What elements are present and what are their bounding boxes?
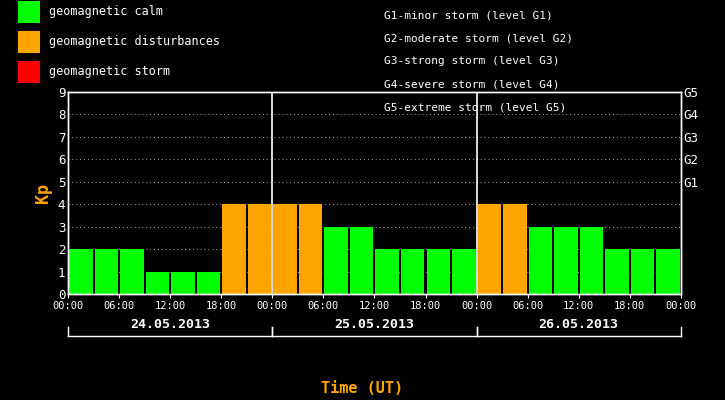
Bar <box>69 249 93 294</box>
Bar <box>529 227 552 294</box>
Text: Time (UT): Time (UT) <box>321 381 404 396</box>
Text: G1-minor storm (level G1): G1-minor storm (level G1) <box>384 10 553 20</box>
Y-axis label: Kp: Kp <box>34 183 52 203</box>
Text: G5-extreme storm (level G5): G5-extreme storm (level G5) <box>384 103 566 113</box>
Bar <box>120 249 144 294</box>
Text: G4-severe storm (level G4): G4-severe storm (level G4) <box>384 80 560 90</box>
Bar <box>580 227 603 294</box>
Bar <box>554 227 578 294</box>
Bar <box>350 227 373 294</box>
Bar <box>273 204 297 294</box>
Text: geomagnetic storm: geomagnetic storm <box>49 66 170 78</box>
Bar <box>171 272 195 294</box>
Bar <box>324 227 348 294</box>
Bar <box>196 272 220 294</box>
Bar <box>95 249 118 294</box>
Bar <box>452 249 476 294</box>
Bar <box>656 249 680 294</box>
Text: geomagnetic disturbances: geomagnetic disturbances <box>49 36 220 48</box>
Bar <box>223 204 246 294</box>
Bar <box>426 249 450 294</box>
Text: 24.05.2013: 24.05.2013 <box>130 318 210 330</box>
Bar <box>248 204 271 294</box>
Text: G2-moderate storm (level G2): G2-moderate storm (level G2) <box>384 33 573 43</box>
Bar <box>631 249 654 294</box>
Bar <box>478 204 501 294</box>
Text: 26.05.2013: 26.05.2013 <box>539 318 618 330</box>
Bar <box>299 204 323 294</box>
Bar <box>503 204 526 294</box>
Bar <box>146 272 169 294</box>
Bar <box>401 249 425 294</box>
Bar <box>605 249 629 294</box>
Text: G3-strong storm (level G3): G3-strong storm (level G3) <box>384 56 560 66</box>
Text: geomagnetic calm: geomagnetic calm <box>49 6 163 18</box>
Text: 25.05.2013: 25.05.2013 <box>334 318 415 330</box>
Bar <box>376 249 399 294</box>
